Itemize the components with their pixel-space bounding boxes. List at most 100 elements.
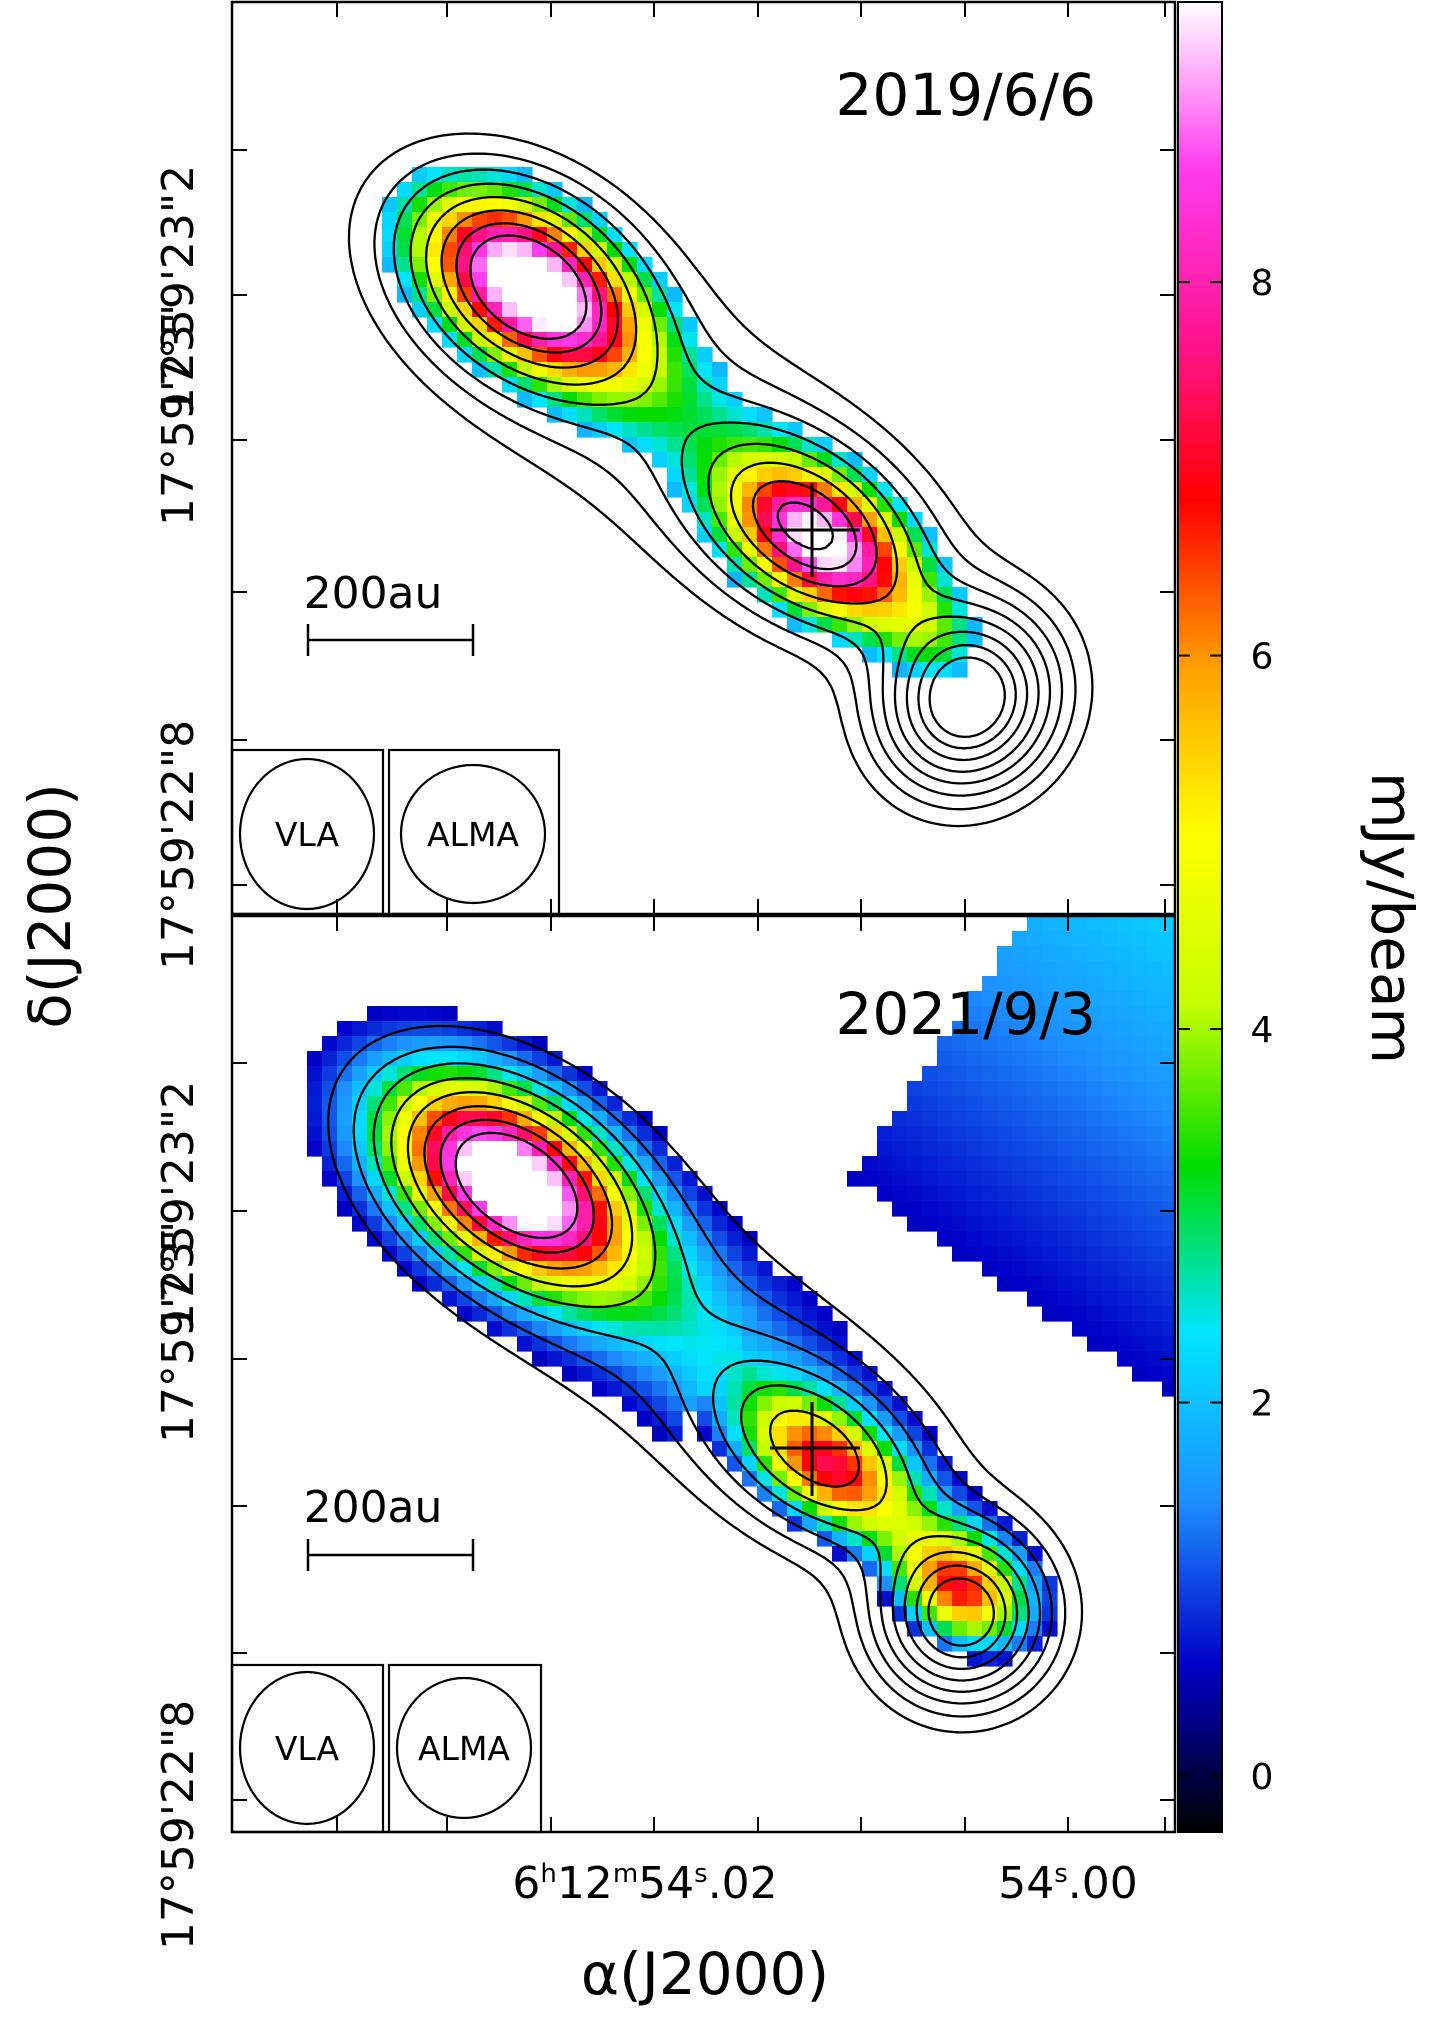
heatmap-2019-pixel <box>742 497 758 513</box>
heatmap-2019-pixel <box>952 662 968 678</box>
colorbar-tick-label-6: 6 <box>1251 637 1274 678</box>
heatmap-2021-pixel <box>1057 1036 1073 1052</box>
x-axis: 6h12m54s.02 54s.00 α(J2000) <box>512 1858 1137 2008</box>
heatmap-2021-pixel <box>1147 1321 1163 1337</box>
heatmap-2021-pixel <box>682 1336 698 1352</box>
x-tick-label-54-00: 54s.00 <box>998 1858 1138 1909</box>
heatmap-2021-pixel <box>802 1291 818 1307</box>
heatmap-2021-pixel <box>742 1366 758 1382</box>
heatmap-2021-pixel <box>427 1111 443 1127</box>
contours-2021-contour-6 <box>423 1105 1019 1671</box>
heatmap-2021-pixel <box>982 1021 998 1037</box>
heatmap-2021-pixel <box>967 991 983 1007</box>
y-axis-label: δ(J2000) <box>16 783 84 1028</box>
heatmap-2019-pixel <box>877 557 893 573</box>
heatmap-2021-pixel <box>397 1066 413 1082</box>
heatmap-2021-pixel <box>907 1126 923 1142</box>
beam-box-vla-2019: VLA <box>230 748 385 916</box>
heatmap-2021-pixel <box>907 1516 923 1532</box>
heatmap-2019-pixel <box>427 242 443 258</box>
heatmap-2019-pixel <box>682 407 698 423</box>
heatmap-2021-pixel <box>337 1036 353 1052</box>
heatmap-2019-pixel <box>427 317 443 333</box>
heatmap-2021-pixel <box>637 1291 653 1307</box>
heatmap-2021-pixel <box>427 1051 443 1067</box>
heatmap-2019-pixel <box>892 662 908 678</box>
heatmap-2019-pixel <box>502 167 518 183</box>
heatmap-2021-pixel <box>1102 1096 1118 1112</box>
heatmap-2021-pixel <box>577 1081 593 1097</box>
heatmap-2021-pixel <box>727 1336 743 1352</box>
heatmap-2021-pixel <box>862 1516 878 1532</box>
heatmap-2019-pixel <box>562 302 578 318</box>
heatmap-2019-pixel <box>427 257 443 273</box>
heatmap-2021-pixel <box>1012 1216 1028 1232</box>
heatmap-2021-pixel <box>487 1066 503 1082</box>
heatmap-2019-pixel <box>667 467 683 483</box>
heatmap-2019-pixel <box>697 527 713 543</box>
heatmap-2019-pixel <box>652 422 668 438</box>
heatmap-2021-pixel <box>892 1516 908 1532</box>
heatmap-2021-pixel <box>757 1426 773 1442</box>
heatmap-2021-pixel <box>577 1216 593 1232</box>
heatmap-2021-pixel <box>667 1351 683 1367</box>
heatmap-2021-pixel <box>1162 1171 1175 1187</box>
heatmap-2021-pixel <box>382 1126 398 1142</box>
heatmap-2019-pixel <box>607 242 623 258</box>
heatmap-2021-pixel <box>1087 1126 1103 1142</box>
heatmap-2021-pixel <box>937 1606 953 1622</box>
heatmap-2021-pixel <box>1042 1216 1058 1232</box>
scale-bar-2021: 200au <box>304 1482 475 1571</box>
heatmap-2019-pixel <box>712 482 728 498</box>
heatmap-2021-pixel <box>547 1186 563 1202</box>
heatmap-2021-pixel <box>997 1021 1013 1037</box>
heatmap-2021-pixel <box>1027 1261 1043 1277</box>
heatmap-2021-pixel <box>1117 1111 1133 1127</box>
heatmap-2021-pixel <box>1087 1111 1103 1127</box>
heatmap-2019-pixel <box>487 257 503 273</box>
heatmap-2021-pixel <box>952 1081 968 1097</box>
heatmap-2021-pixel <box>697 1261 713 1277</box>
heatmap-2021-pixel <box>1087 1306 1103 1322</box>
heatmap-2021-pixel <box>997 1066 1013 1082</box>
heatmap-2021-pixel <box>727 1231 743 1247</box>
heatmap-2021-pixel <box>622 1231 638 1247</box>
heatmap-2021-pixel <box>1102 1246 1118 1262</box>
heatmap-2019-pixel <box>862 617 878 633</box>
heatmap-2021-pixel <box>907 1186 923 1202</box>
heatmap-2021-pixel <box>547 1231 563 1247</box>
colorbar-ticks: 0 2 4 6 8 <box>1178 263 1273 1798</box>
heatmap-2021-pixel <box>1042 1246 1058 1262</box>
heatmap-2019-pixel <box>742 572 758 588</box>
heatmap-2021-pixel <box>1117 1021 1133 1037</box>
heatmap-2021-pixel <box>1027 1021 1043 1037</box>
heatmap-2019-pixel <box>787 617 803 633</box>
heatmap-2019-pixel <box>607 302 623 318</box>
contours-2021-contour-2 <box>352 1045 1067 1718</box>
heatmap-2021-pixel <box>637 1276 653 1292</box>
heatmap-2021-pixel <box>517 1291 533 1307</box>
heatmap-2019-pixel <box>547 257 563 273</box>
heatmap-2021-pixel <box>487 1111 503 1127</box>
heatmap-2019-pixel <box>412 227 428 243</box>
heatmap-2021-pixel <box>1102 1291 1118 1307</box>
heatmap-2021-pixel <box>487 1036 503 1052</box>
heatmap-2021-pixel <box>1132 1156 1148 1172</box>
heatmap-2019-pixel <box>667 407 683 423</box>
heatmap-2019-pixel <box>607 422 623 438</box>
heatmap-2021-pixel <box>307 1141 323 1157</box>
heatmap-2021-pixel <box>352 1216 368 1232</box>
heatmap-2019-pixel <box>487 287 503 303</box>
heatmap-2019-pixel <box>577 332 593 348</box>
heatmap-2021-pixel <box>427 1276 443 1292</box>
heatmap-2021-pixel <box>1087 1231 1103 1247</box>
heatmap-2021-pixel <box>532 1246 548 1262</box>
heatmap-2021-pixel <box>667 1156 683 1172</box>
heatmap-2021-pixel <box>952 1156 968 1172</box>
heatmap-2021-pixel <box>1147 1201 1163 1217</box>
heatmap-2019-pixel <box>637 437 653 453</box>
heatmap-2021-pixel <box>1012 1246 1028 1262</box>
heatmap-2021-pixel <box>802 1336 818 1352</box>
heatmap-2019-pixel <box>517 242 533 258</box>
heatmap-2019-pixel <box>697 407 713 423</box>
